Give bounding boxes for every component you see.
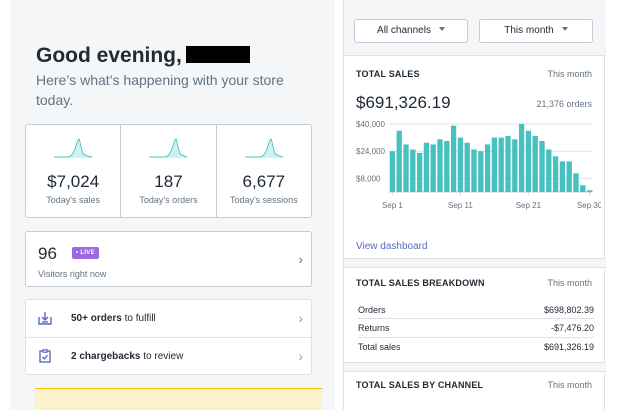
task-fulfill-orders[interactable]: 50+ orders to fulfill › — [26, 300, 311, 338]
bar — [539, 141, 545, 192]
breakdown-amount: $698,802.39 — [543, 305, 594, 315]
right-panel: All channels This month TOTAL SALES This… — [343, 0, 606, 410]
stat-value: 187 — [154, 172, 183, 191]
breakdown-title: TOTAL SALES BREAKDOWN — [356, 278, 485, 288]
breakdown-amount: -$7,476.20 — [550, 323, 594, 333]
total-sales-period: This month — [547, 69, 592, 79]
stat-label: Today's sales — [46, 195, 101, 205]
x-tick-label: Sep 30 — [577, 201, 601, 210]
stat-value: $7,024 — [47, 172, 100, 191]
stat-value: 6,677 — [242, 172, 286, 191]
bar — [403, 144, 409, 192]
bar — [491, 137, 498, 192]
breakdown-label: Returns — [358, 323, 390, 333]
bar — [478, 151, 484, 192]
bar — [437, 139, 443, 192]
breakdown-row-orders: Orders $698,802.39 — [358, 305, 594, 315]
clipboard-icon — [39, 349, 51, 363]
notice-banner — [35, 388, 322, 410]
task-review-chargebacks[interactable]: 2 chargebacks to review › — [26, 338, 311, 376]
bar — [410, 149, 416, 192]
bar — [532, 135, 538, 192]
visitor-count: 96 — [38, 244, 57, 263]
bar — [566, 161, 572, 192]
bar — [450, 125, 457, 192]
bar — [396, 130, 402, 192]
total-orders-count: 21,376 orders — [536, 99, 592, 109]
breakdown-label: Orders — [358, 305, 386, 315]
bar — [416, 152, 423, 192]
stat-sales[interactable]: $7,024 Today's sales — [26, 125, 122, 217]
bar — [580, 185, 586, 192]
bar — [505, 135, 511, 192]
visitors-label: Visitors right now — [38, 269, 107, 279]
chevron-right-icon: › — [298, 348, 303, 364]
breakdown-amount: $691,326.19 — [543, 342, 594, 352]
bar — [552, 156, 559, 192]
fulfill-icon — [38, 312, 52, 325]
bar — [546, 149, 552, 192]
bar — [484, 144, 491, 192]
greeting-title: Good evening, — [36, 44, 250, 68]
caret-down-icon — [438, 27, 445, 31]
stat-label: Today's sessions — [229, 195, 298, 205]
sparkline-icon — [244, 138, 283, 158]
live-visitors-card[interactable]: 96 • LIVE Visitors right now › — [25, 231, 312, 287]
breakdown-period: This month — [547, 278, 592, 288]
bar — [471, 149, 477, 192]
view-dashboard-link[interactable]: View dashboard — [356, 241, 428, 252]
stat-orders[interactable]: 187 Today's orders — [121, 125, 217, 217]
x-tick-label: Sep 11 — [448, 201, 473, 210]
bar — [559, 161, 566, 192]
row-divider — [358, 337, 594, 338]
bar — [498, 137, 504, 192]
channel-dropdown[interactable]: All channels — [354, 19, 468, 43]
tasks-card: 50+ orders to fulfill › 2 chargebacks to… — [25, 299, 312, 375]
bar — [518, 124, 525, 192]
stat-label: Today's orders — [139, 195, 198, 205]
y-tick-label: $24,000 — [356, 147, 385, 156]
task-text: 50+ orders to fulfill — [71, 313, 156, 324]
bar — [573, 173, 579, 192]
x-tick-label: Sep 21 — [516, 201, 542, 210]
today-stats-card: $7,024 Today's sales 187 Today's orders … — [25, 124, 312, 218]
stat-sessions[interactable]: 6,677 Today's sessions — [217, 125, 311, 217]
chevron-right-icon: › — [298, 310, 303, 326]
x-tick-label: Sep 1 — [382, 201, 403, 210]
bar — [389, 151, 396, 192]
y-tick-label: $8,000 — [356, 174, 381, 183]
section-divider — [344, 258, 606, 268]
bar — [423, 142, 430, 192]
total-sales-title: TOTAL SALES — [356, 69, 420, 79]
row-divider — [358, 318, 594, 319]
redacted-name — [185, 46, 250, 63]
breakdown-row-returns: Returns -$7,476.20 — [358, 323, 594, 333]
bar — [430, 144, 436, 192]
section-divider — [344, 362, 606, 372]
sparkline-icon — [149, 138, 188, 158]
by-channel-period: This month — [547, 380, 592, 390]
bar — [512, 139, 518, 192]
bar — [525, 130, 532, 192]
bar — [457, 137, 464, 192]
chevron-right-icon: › — [298, 251, 303, 267]
task-text: 2 chargebacks to review — [71, 351, 184, 362]
bar — [464, 142, 470, 192]
filter-bar: All channels This month — [344, 0, 606, 56]
total-sales-amount: $691,326.19 — [356, 93, 451, 112]
bar — [444, 141, 450, 192]
sparkline-icon — [54, 138, 93, 158]
breakdown-label: Total sales — [358, 342, 401, 352]
by-channel-title: TOTAL SALES BY CHANNEL — [356, 380, 484, 390]
bar — [586, 190, 593, 192]
caret-down-icon — [561, 27, 568, 31]
total-sales-chart: $40,000 $24,000 $8,000 Sep 1 Sep 11 Sep 21 Sep… — [356, 120, 601, 210]
live-badge: • LIVE — [72, 247, 99, 259]
y-tick-label: $40,000 — [356, 120, 385, 129]
breakdown-row-total: Total sales $691,326.19 — [358, 342, 594, 352]
greeting-subtitle: Here’s what’s happening with your store … — [36, 72, 284, 108]
period-dropdown[interactable]: This month — [479, 19, 593, 43]
